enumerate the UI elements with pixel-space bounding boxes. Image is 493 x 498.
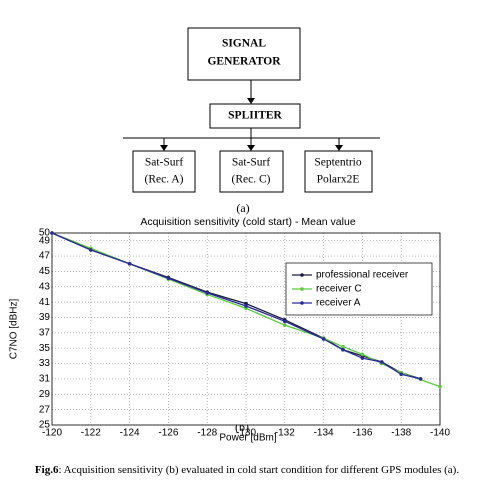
x-tick-label: -140 [430, 428, 450, 439]
splitter-label: SPLIITER [228, 110, 282, 122]
legend-marker [300, 301, 304, 305]
legend-label: receiver A [316, 298, 361, 309]
caption-prefix: Fig.6 [35, 464, 59, 476]
point [360, 356, 365, 360]
point [205, 291, 209, 295]
receiver-label: Sat-Surf [232, 157, 271, 169]
generator-label: SIGNAL [222, 38, 266, 50]
y-axis-label: C7NO [dBHz] [9, 298, 20, 359]
y-tick-label: 31 [39, 374, 51, 385]
receiver-box [219, 150, 284, 193]
y-tick-label: 39 [39, 312, 51, 323]
x-tick-label: -130 [236, 428, 256, 439]
x-tick-label: -134 [314, 428, 334, 439]
receiver-label: (Rec. A) [145, 174, 184, 186]
x-tick-label: -122 [81, 428, 101, 439]
plot-frame [51, 232, 441, 426]
point [418, 377, 423, 381]
y-tick-label: 25 [39, 420, 51, 431]
y-tick-label: 33 [39, 358, 51, 369]
y-tick-label: 35 [39, 343, 51, 354]
diagram: SIGNAL GENERATOR SPLIITER Sat-Surf (Rec.… [123, 27, 380, 215]
x-axis-label: Power [dBm] [219, 433, 276, 444]
point [360, 352, 365, 357]
arrow-head [335, 145, 343, 151]
caption: Fig.6: Acquisition sensitivity (b) evalu… [35, 464, 459, 476]
receiver-box [304, 150, 373, 193]
point [244, 304, 248, 308]
y-tick-label: 49 [39, 235, 51, 246]
point [50, 231, 54, 235]
legend-marker [300, 287, 304, 291]
y-tick-label: 43 [39, 281, 51, 292]
arrow-head [160, 145, 168, 151]
x-tick-label: -126 [158, 428, 178, 439]
receiver-label: (Rec. C) [232, 174, 271, 186]
splitter-box [209, 103, 301, 129]
receiver-label: Septentrio [314, 157, 362, 169]
point [283, 319, 287, 324]
generator-box [187, 27, 301, 81]
point [341, 344, 345, 349]
legend-marker [300, 273, 304, 277]
point [321, 337, 326, 341]
y-tick-label: 41 [39, 297, 51, 308]
y-tick-label: 29 [39, 389, 51, 400]
point [438, 384, 442, 389]
x-tick-label: -138 [391, 428, 411, 439]
y-tick-label: 50 [39, 228, 51, 239]
receiver-label: Polarx2E [317, 174, 360, 186]
point [283, 323, 287, 327]
generator-label: GENERATOR [207, 56, 281, 68]
point [127, 261, 132, 266]
caption-text: : Acquisition sensitivity (b) evaluated … [58, 464, 459, 476]
legend-label: professional receiver [316, 270, 409, 281]
panel-label: (a) [236, 201, 249, 215]
x-tick-label: -128 [197, 428, 217, 439]
y-tick-label: 27 [39, 404, 51, 415]
y-tick-label: 45 [39, 266, 51, 277]
arrow-head [247, 145, 255, 151]
receiver-box [132, 150, 196, 193]
x-tick-label: -136 [352, 428, 372, 439]
chart-title: Acquisition sensitivity (cold start) - M… [140, 216, 355, 228]
x-tick-label: -120 [42, 428, 62, 439]
point [399, 372, 404, 377]
legend-label: receiver C [316, 284, 362, 295]
point [341, 347, 345, 352]
legend: professional receiver receiver C receiver … [285, 262, 433, 316]
point [89, 248, 93, 252]
x-tick-label: -132 [275, 428, 295, 439]
x-tick-label: -124 [120, 428, 140, 439]
receiver-label: Sat-Surf [145, 157, 184, 169]
y-tick-label: 47 [39, 251, 51, 262]
point [380, 360, 384, 364]
y-tick-label: 37 [39, 327, 51, 338]
arrow-head [247, 98, 255, 104]
point [166, 276, 171, 281]
